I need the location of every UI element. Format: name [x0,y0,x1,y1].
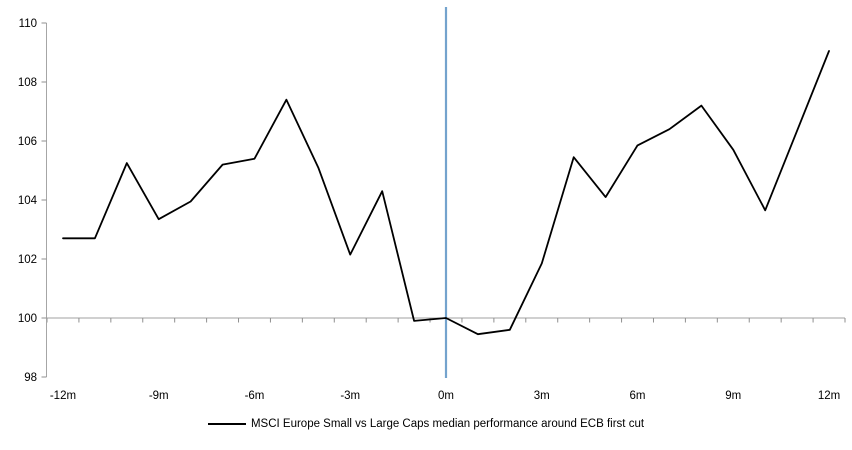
y-axis-tick-label: 98 [24,372,37,384]
y-axis-tick-label: 110 [19,18,37,30]
y-axis-tick-label: 106 [18,136,37,148]
x-axis-tick-label: 3m [534,390,550,402]
x-axis-tick-label: 6m [630,390,646,402]
legend-label: MSCI Europe Small vs Large Caps median p… [250,418,645,430]
y-axis-tick-label: 108 [18,77,37,89]
performance-line-chart: 98 100 102 104 106 108 110 -12m -9m -6m -3m 0m 3m 6m 9… [18,7,846,402]
legend-line-sample-icon [207,423,246,425]
legend: MSCI Europe Small vs Large Caps median p… [0,418,852,430]
x-axis-tick-label: -3m [340,390,360,402]
x-axis-tick-label: 9m [725,390,741,402]
y-axis-tick-label: 104 [18,195,38,207]
series-line [62,50,830,336]
x-axis-tick-label: 0m [438,390,454,402]
x-axis-tick-label: -9m [149,390,169,402]
x-axis-tick-label: 12m [818,390,840,402]
y-axis-tick-label: 100 [18,313,37,325]
x-axis-tick-label: -12m [50,390,76,402]
y-axis-tick-label: 102 [18,254,37,266]
x-axis-tick-label: -6m [245,390,265,402]
